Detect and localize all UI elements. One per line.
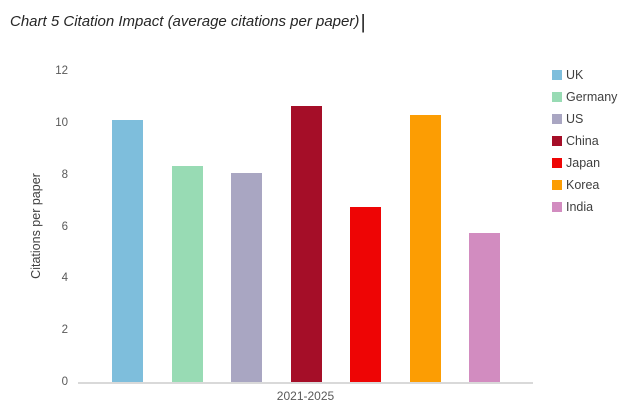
legend-item-china[interactable]: China (552, 134, 617, 148)
legend-swatch-icon (552, 70, 562, 80)
x-category-label: 2021-2025 (276, 389, 335, 403)
legend-swatch-icon (552, 136, 562, 146)
y-tick-label: 4 (61, 272, 68, 285)
chart-title-text: Chart 5 Citation Impact (average citatio… (10, 13, 360, 30)
legend-label: US (566, 112, 584, 126)
bar-india[interactable] (469, 233, 500, 382)
legend-label: UK (566, 68, 584, 82)
y-tick-label: 0 (61, 376, 68, 388)
plot-area (78, 71, 533, 384)
legend-item-japan[interactable]: Japan (552, 156, 617, 170)
legend-swatch-icon (552, 158, 562, 168)
legend-swatch-icon (552, 114, 562, 124)
legend-item-india[interactable]: India (552, 200, 617, 214)
legend-label: India (566, 200, 594, 214)
legend: UK Germany US China Japan Korea India (552, 68, 617, 214)
chart-title[interactable]: Chart 5 Citation Impact (average citatio… (10, 12, 365, 34)
legend-swatch-icon (552, 202, 562, 212)
bar-uk[interactable] (112, 120, 143, 382)
bar-china[interactable] (290, 106, 322, 382)
legend-label: Korea (566, 178, 600, 192)
y-axis-ticks: 0 2 4 6 8 10 12 (28, 65, 68, 388)
legend-swatch-icon (552, 180, 562, 190)
bar-korea[interactable] (409, 115, 441, 382)
y-tick-label: 12 (55, 65, 68, 77)
y-tick-label: 10 (55, 116, 68, 129)
legend-item-us[interactable]: US (552, 112, 617, 126)
bar-us[interactable] (231, 173, 262, 382)
legend-label: Japan (566, 156, 601, 170)
legend-item-korea[interactable]: Korea (552, 178, 617, 192)
legend-item-germany[interactable]: Germany (552, 90, 617, 104)
legend-label: China (566, 134, 599, 148)
bar-germany[interactable] (171, 166, 203, 382)
legend-label: Germany (566, 90, 618, 104)
legend-item-uk[interactable]: UK (552, 68, 617, 82)
bar-japan[interactable] (350, 207, 381, 382)
legend-swatch-icon (552, 92, 562, 102)
y-tick-label: 8 (61, 168, 68, 181)
y-tick-label: 2 (61, 324, 68, 337)
y-tick-label: 6 (61, 220, 68, 233)
text-cursor-icon: | (360, 12, 366, 33)
